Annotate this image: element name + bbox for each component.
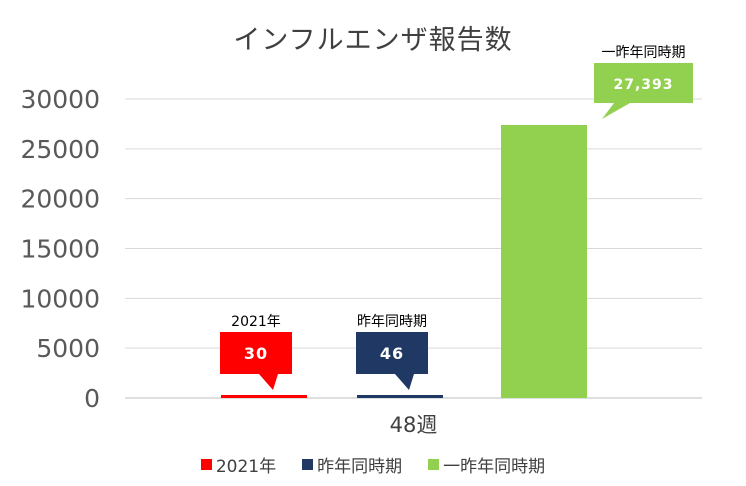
legend-label: 一昨年同時期 [443,457,546,477]
data-label-callout [356,332,428,374]
bar [357,395,443,398]
y-tick-label: 15000 [20,235,100,264]
data-label-callout [594,63,693,103]
chart-legend: 2021年 昨年同時期 一昨年同時期 [0,452,746,477]
legend-label: 昨年同時期 [317,457,403,477]
chart-title: インフルエンザ報告数 [233,25,513,56]
data-label-callout-pointer [259,374,278,390]
y-tick-label: 0 [84,384,100,413]
data-label-title: 昨年同時期 [357,314,427,330]
legend-swatch [200,459,212,470]
data-label: 46 [380,344,404,363]
legend-label: 2021年 [215,457,277,477]
data-label: 30 [244,344,268,363]
data-label-title: 一昨年同時期 [602,45,686,61]
bar [221,395,307,398]
data-label-callout-pointer [602,103,630,119]
legend-swatch [302,459,314,470]
x-category-label: 48週 [390,413,438,437]
y-tick-label: 25000 [20,135,100,164]
y-tick-label: 5000 [36,334,100,363]
y-tick-label: 20000 [20,185,100,214]
data-label: 27,393 [613,77,673,93]
legend-swatch [428,459,440,470]
y-tick-label: 30000 [20,85,100,114]
legend-item: 一昨年同時期 [428,452,545,477]
data-label-title: 2021年 [231,314,281,330]
y-tick-label: 10000 [20,284,100,313]
data-label-callout [220,332,292,374]
legend-item: 2021年 [200,452,277,477]
bar [501,124,587,399]
data-label-callout-pointer [395,374,414,390]
legend-item: 昨年同時期 [302,452,402,477]
